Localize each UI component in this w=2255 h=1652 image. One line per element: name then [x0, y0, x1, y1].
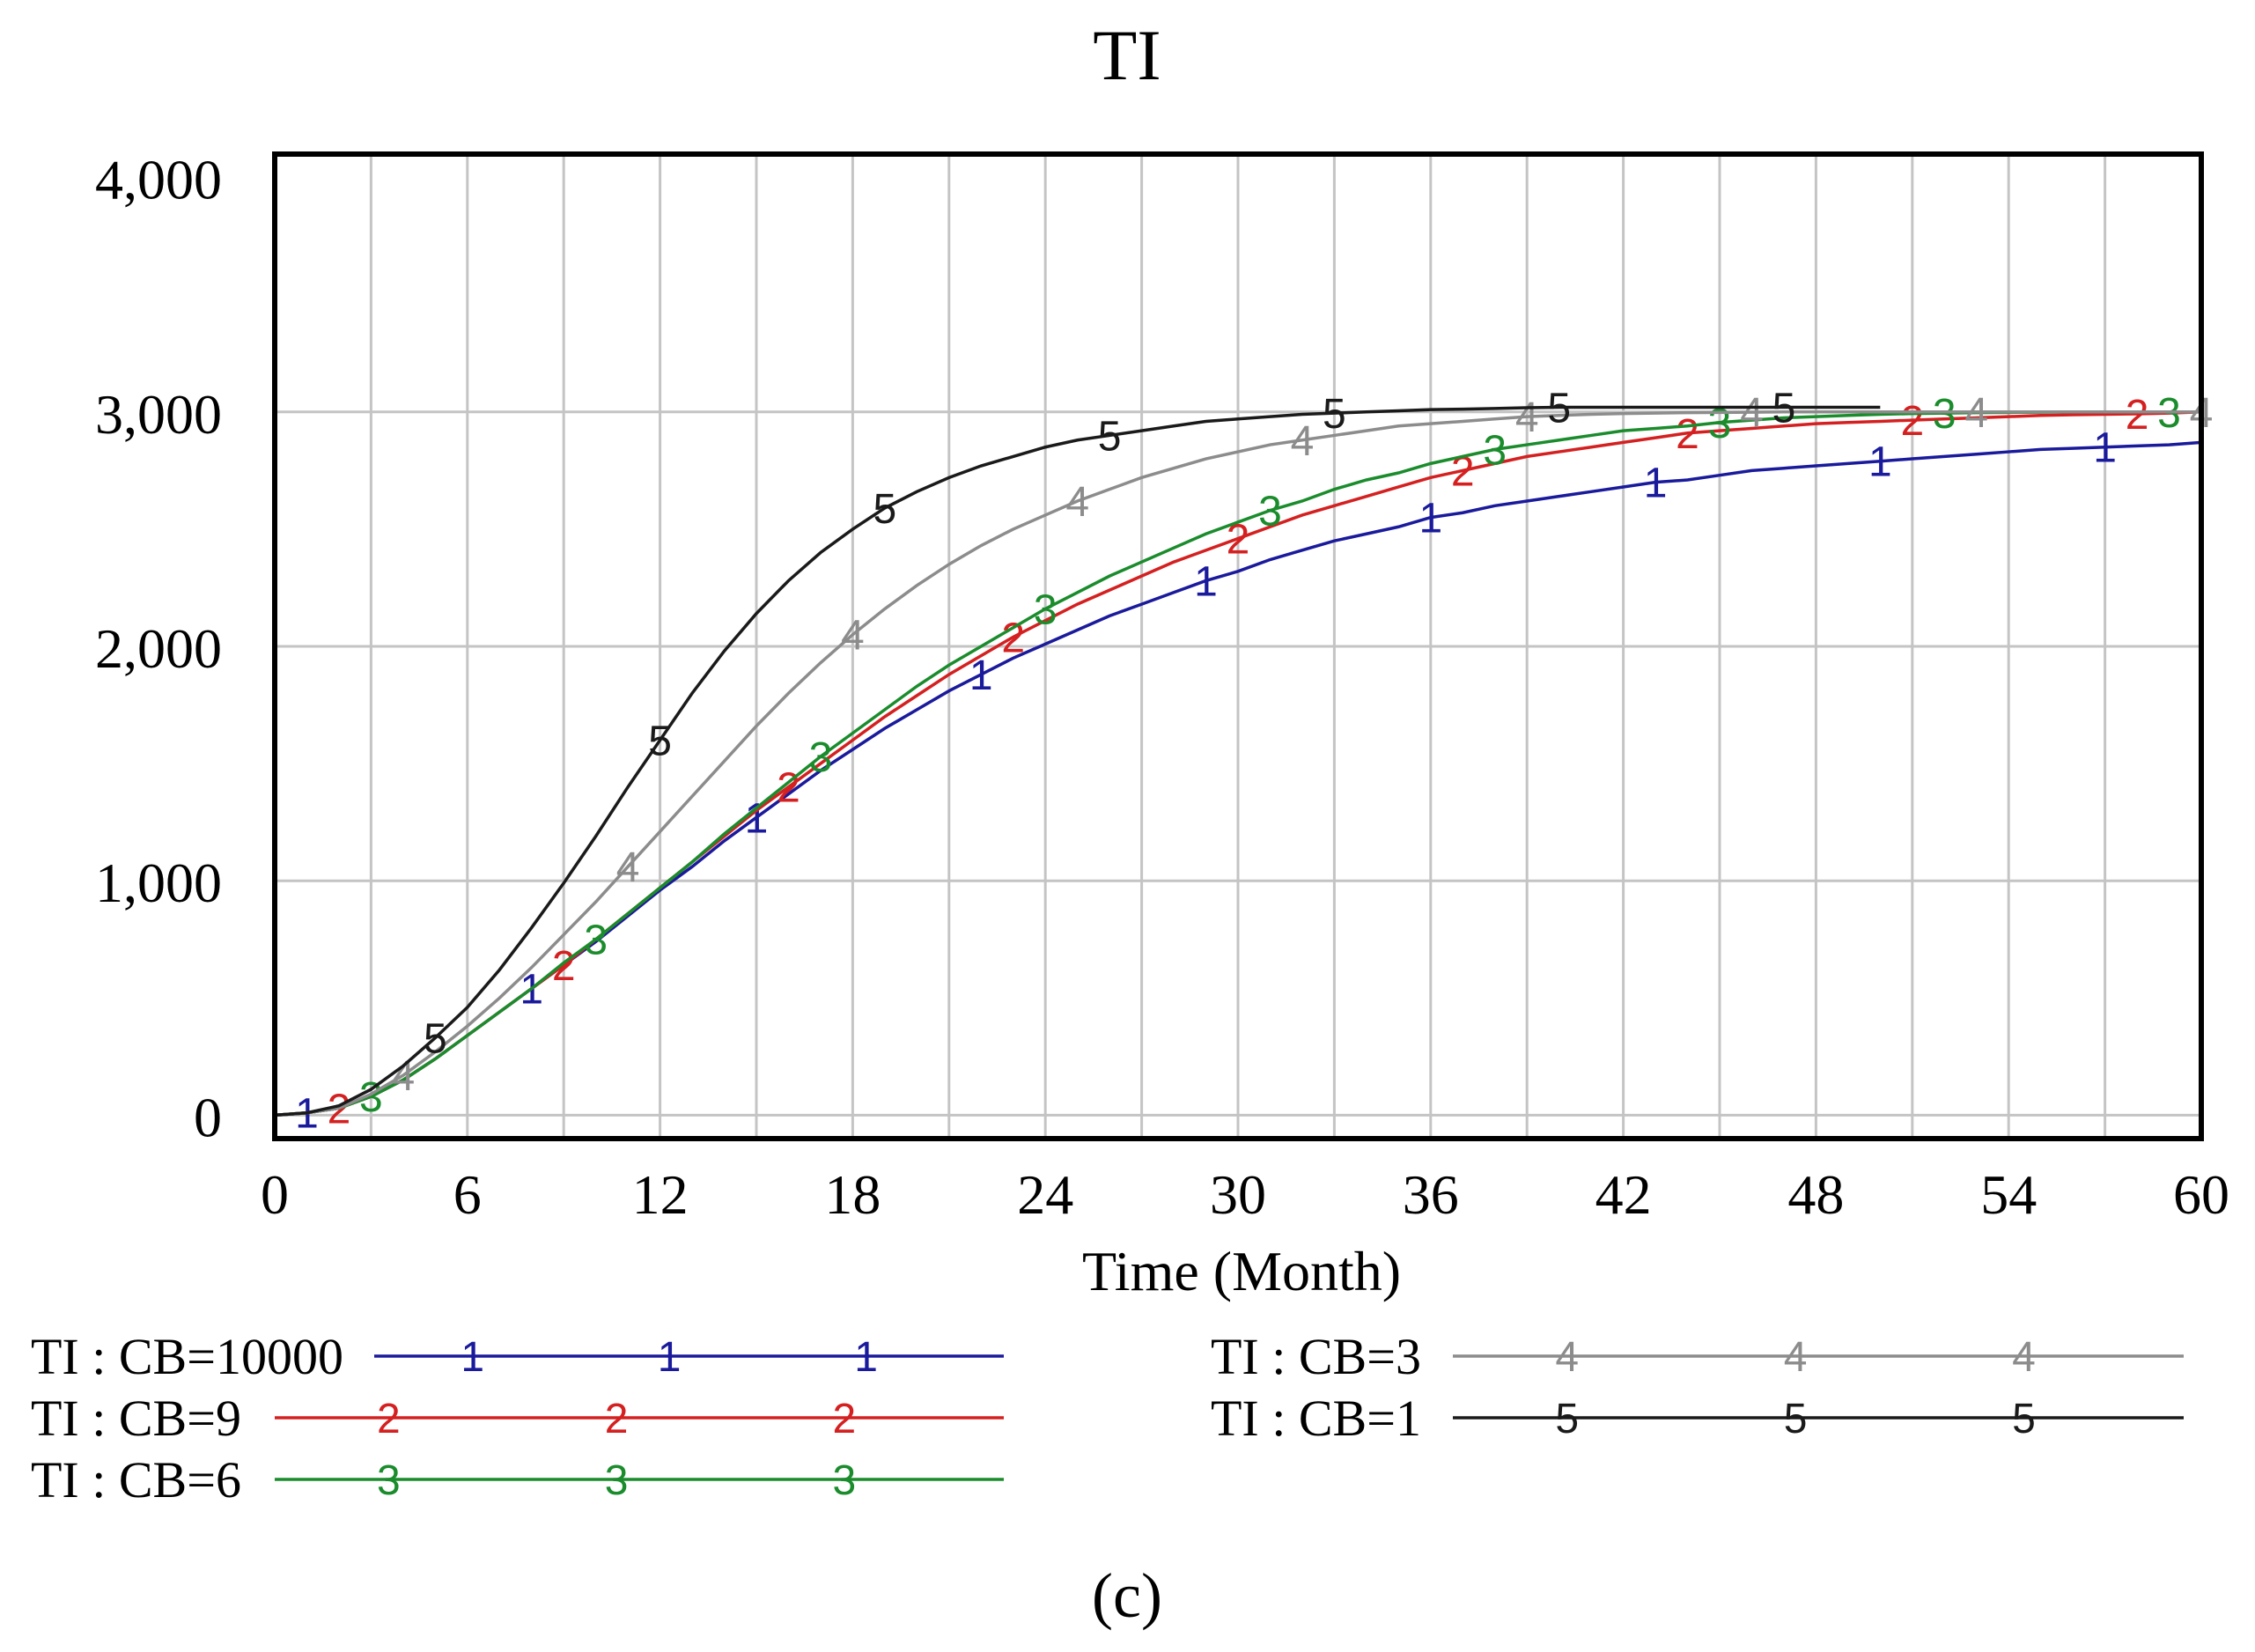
series-marker-3: 3	[584, 918, 608, 964]
series-marker-3: 3	[1258, 489, 1282, 535]
x-tick-label: 42	[1595, 1163, 1652, 1226]
x-tick-label: 24	[1017, 1163, 1073, 1226]
legend-marker: 3	[605, 1457, 629, 1504]
series-marker-5: 5	[424, 1016, 447, 1063]
legend-label: TI : CB=3	[1211, 1328, 1421, 1385]
series-line-4	[274, 410, 2201, 1117]
series-line-3	[274, 410, 2201, 1117]
series-marker-4: 4	[1964, 390, 1988, 437]
series-marker-5: 5	[648, 718, 672, 764]
y-axis: 0 1,000 2,000 3,000 4,000	[95, 149, 222, 1149]
figure-caption: (c)	[1092, 1560, 1162, 1631]
legend-label: TI : CB=6	[31, 1451, 241, 1508]
y-tick-label: 2,000	[95, 617, 222, 680]
series-marker-5: 5	[1098, 413, 1122, 460]
legend-label: TI : CB=10000	[31, 1328, 343, 1385]
series-marker-5: 5	[1323, 391, 1346, 438]
x-tick-label: 54	[1980, 1163, 2037, 1226]
series-marker-5: 5	[873, 486, 897, 533]
legend: TI : CB=10000 1 1 1 TI : CB=9 2 2 2 TI : CB=6 3 3 3…	[31, 1328, 2184, 1508]
series-marker-4: 4	[841, 613, 865, 660]
series-line-1	[274, 440, 2202, 1117]
legend-marker: 5	[1555, 1396, 1579, 1442]
legend-label: TI : CB=9	[31, 1390, 241, 1447]
series-marker-3: 3	[1933, 391, 1957, 438]
series-marker-4: 4	[1291, 418, 1315, 465]
x-tick-label: 12	[632, 1163, 689, 1226]
legend-marker: 4	[1555, 1334, 1579, 1381]
x-tick-label: 0	[261, 1163, 289, 1226]
x-tick-label: 36	[1403, 1163, 1459, 1226]
series-marker-4: 4	[1515, 395, 1539, 441]
legend-marker: 1	[854, 1334, 878, 1381]
series-marker-5: 5	[1772, 385, 1796, 431]
legend-marker: 1	[658, 1334, 682, 1381]
series-marker-3: 3	[1483, 427, 1507, 474]
grid	[275, 154, 2201, 1139]
legend-marker: 3	[377, 1457, 401, 1504]
legend-marker: 3	[833, 1457, 857, 1504]
series-marker-4: 4	[1065, 479, 1089, 526]
legend-marker: 4	[2012, 1334, 2036, 1381]
y-tick-label: 3,000	[95, 383, 222, 446]
x-tick-label: 30	[1210, 1163, 1266, 1226]
series-marker-4: 4	[616, 844, 640, 891]
series-marker-1: 1	[1419, 496, 1442, 542]
x-tick-label: 48	[1787, 1163, 1844, 1226]
series-marker-1: 1	[1868, 439, 1892, 486]
y-tick-label: 0	[194, 1086, 222, 1148]
x-tick-label: 60	[2173, 1163, 2229, 1226]
x-tick-label: 6	[453, 1163, 482, 1226]
series-marker-2: 2	[2126, 392, 2149, 439]
x-tick-label: 18	[824, 1163, 881, 1226]
series-marker-1: 1	[2093, 425, 2117, 472]
series-marker-1: 1	[1194, 558, 1218, 605]
legend-marker: 4	[1784, 1334, 1808, 1381]
x-axis-label: Time (Month)	[1082, 1240, 1401, 1302]
legend-marker: 5	[1784, 1396, 1808, 1442]
series-marker-4: 4	[1740, 390, 1764, 437]
legend-marker: 5	[2012, 1396, 2036, 1442]
legend-marker: 2	[377, 1396, 401, 1442]
legend-marker: 1	[461, 1334, 484, 1381]
legend-label: TI : CB=1	[1211, 1390, 1421, 1447]
series-marker-1: 1	[1644, 461, 1668, 507]
y-tick-label: 4,000	[95, 149, 222, 211]
series-marker-3: 3	[1034, 586, 1057, 633]
series-marker-2: 2	[552, 943, 576, 990]
plot-frame	[272, 151, 2204, 1141]
legend-marker: 2	[605, 1396, 629, 1442]
series-line-5	[274, 405, 1881, 1117]
y-tick-label: 1,000	[95, 852, 222, 914]
chart-title: TI	[1093, 15, 1161, 95]
series-marker-2: 2	[1900, 398, 1924, 445]
legend-marker: 2	[833, 1396, 857, 1442]
series-marker-3: 3	[809, 734, 833, 781]
series-marker-2: 2	[1676, 411, 1699, 458]
series-marker-5: 5	[1547, 385, 1571, 431]
x-axis: 0 6 12 18 24 30 36 42 48 54 60	[261, 1163, 2229, 1226]
